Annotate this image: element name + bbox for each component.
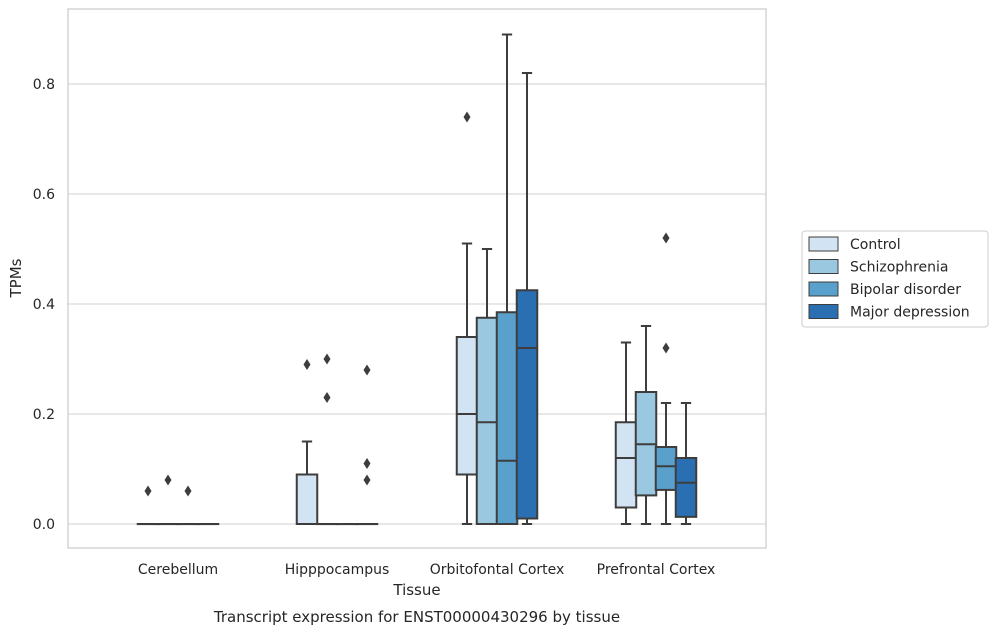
outlier-point (463, 111, 471, 123)
legend-swatch (808, 281, 839, 297)
box-control (455, 111, 479, 525)
y-tick-label: 0.4 (33, 297, 55, 313)
x-tick-label: Orbitofontal Cortex (430, 562, 565, 578)
box-schizophrenia (156, 474, 180, 526)
legend-entry: Bipolar disorder (850, 282, 961, 298)
legend: Control Schizophrenia Bipolar disorder Majo… (801, 230, 989, 328)
tick-labels: 0.0 0.2 0.4 0.6 0.8 Cerebellum Hipppocampus Orb… (33, 77, 716, 578)
legend-swatch (808, 259, 839, 274)
outlier-point (662, 232, 670, 244)
y-tick-label: 0.2 (33, 407, 55, 423)
legend-entry: Control (850, 237, 901, 253)
box-schizophrenia (475, 248, 499, 525)
legend-entry: Schizophrenia (850, 260, 948, 276)
legend-entry: Major depression (850, 305, 970, 321)
box-iqr (455, 336, 479, 476)
box-major-depression (674, 402, 698, 525)
x-tick-label: Hipppocampus (285, 562, 390, 578)
box-bipolar-disorder (654, 232, 678, 525)
plot-frame (67, 8, 767, 549)
legend-swatch (808, 304, 839, 319)
x-tick-label: Cerebellum (138, 562, 218, 578)
box-schizophrenia (634, 325, 658, 525)
box-iqr (654, 446, 678, 491)
outlier-point (184, 485, 192, 497)
box-iqr (495, 311, 519, 525)
outlier-point (363, 458, 371, 469)
box-control (136, 485, 160, 526)
box-bipolar-disorder (495, 33, 519, 525)
box-control (614, 341, 638, 525)
outlier-point (323, 353, 331, 365)
box-iqr (614, 421, 638, 509)
outlier-point (144, 485, 152, 497)
outlier-point (303, 359, 311, 370)
outlier-point (164, 474, 172, 486)
chart-caption: Transcript expression for ENST0000043029… (213, 608, 620, 626)
box-iqr (295, 473, 319, 525)
y-tick-label: 0.8 (33, 77, 55, 93)
x-axis-label: Tissue (392, 581, 440, 599)
box-control (295, 359, 319, 525)
legend-swatch (808, 236, 839, 252)
box-schizophrenia (315, 353, 339, 526)
outlier-point (363, 364, 371, 376)
legend-frame (801, 230, 989, 328)
box-major-depression (355, 364, 379, 526)
box-iqr (515, 289, 539, 520)
box-bipolar-disorder (176, 485, 200, 526)
x-tick-label: Prefrontal Cortex (597, 562, 716, 578)
outlier-point (662, 342, 670, 354)
y-axis-label: TPMs (7, 258, 25, 298)
box-major-depression (515, 72, 539, 525)
box-groups (136, 33, 698, 526)
outlier-point (323, 392, 331, 403)
y-tick-label: 0.6 (33, 187, 55, 203)
box-iqr (475, 316, 499, 525)
y-tick-label: 0.0 (33, 517, 55, 533)
box-iqr (674, 457, 698, 518)
outlier-point (363, 474, 371, 486)
